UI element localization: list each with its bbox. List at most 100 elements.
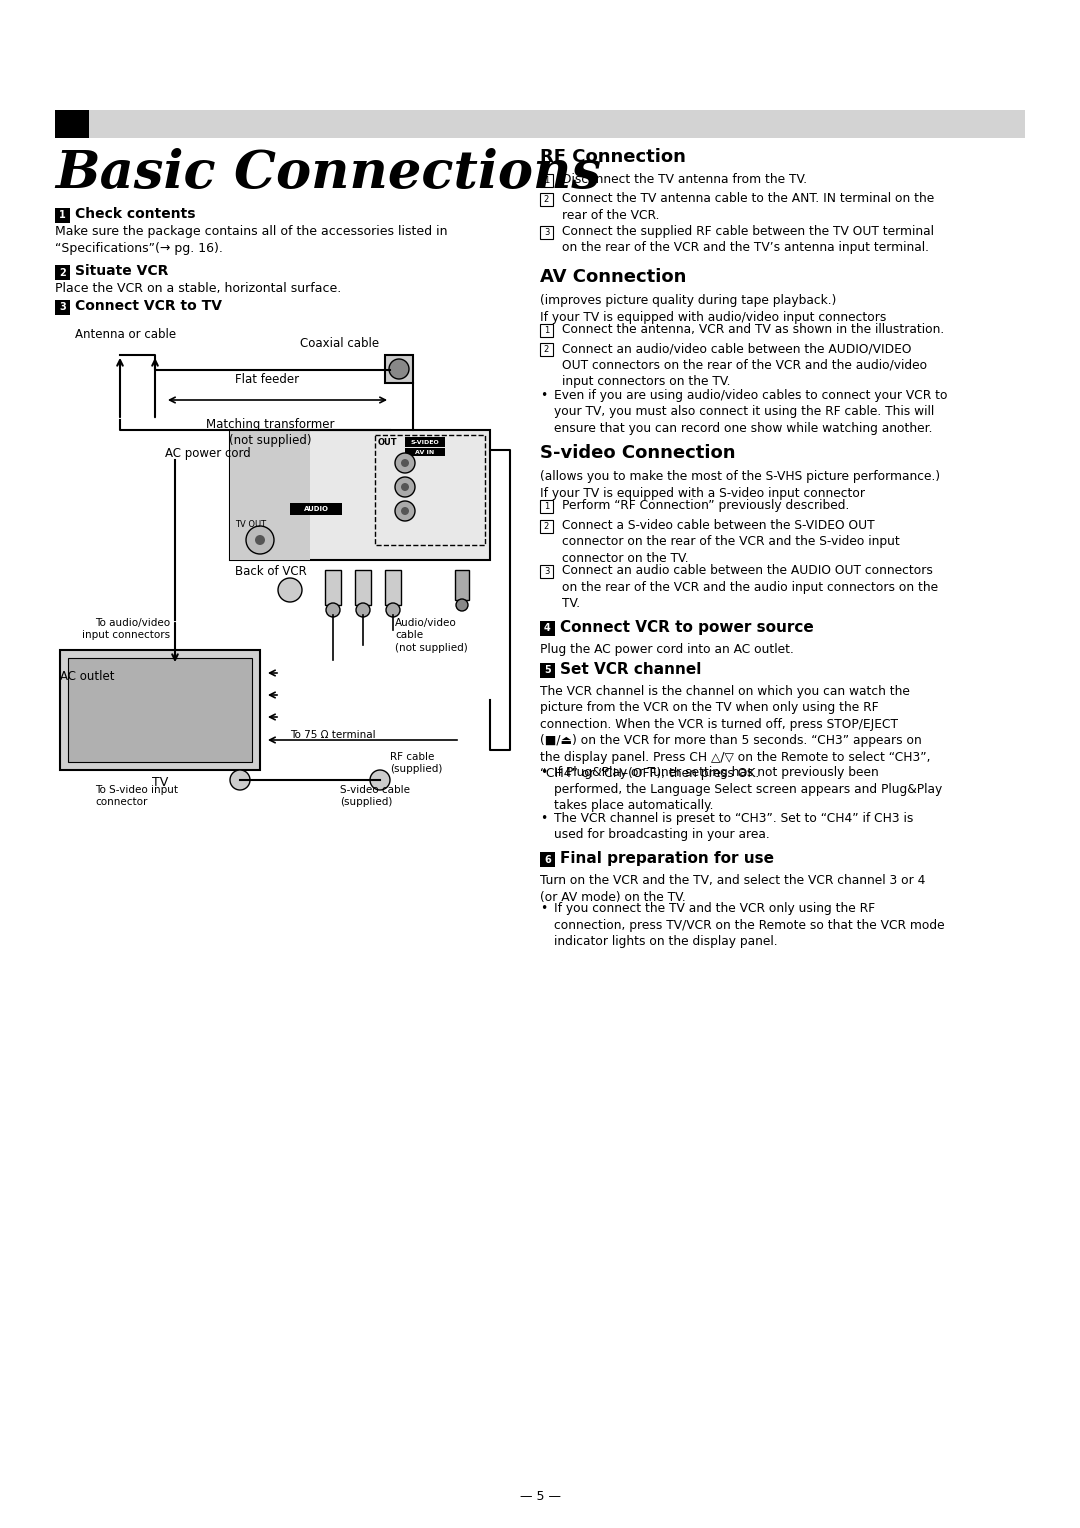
- Text: Back of VCR: Back of VCR: [235, 565, 307, 578]
- Text: AV IN: AV IN: [416, 449, 434, 454]
- Text: The VCR channel is the channel on which you can watch the
picture from the VCR o: The VCR channel is the channel on which …: [540, 685, 931, 781]
- Text: Even if you are using audio/video cables to connect your VCR to
your TV, you mus: Even if you are using audio/video cables…: [554, 388, 947, 435]
- Text: Connect the TV antenna cable to the ANT. IN terminal on the
rear of the VCR.: Connect the TV antenna cable to the ANT.…: [562, 193, 934, 222]
- Text: •: •: [540, 766, 548, 779]
- Bar: [540, 500, 553, 513]
- Text: 4: 4: [544, 623, 551, 633]
- Text: Connect the antenna, VCR and TV as shown in the illustration.: Connect the antenna, VCR and TV as shown…: [562, 322, 944, 336]
- Bar: [60, 649, 260, 770]
- Circle shape: [395, 501, 415, 521]
- Text: S-VIDEO: S-VIDEO: [410, 440, 440, 445]
- Text: (improves picture quality during tape playback.)
If your TV is equipped with aud: (improves picture quality during tape pl…: [540, 293, 887, 324]
- Text: Connect an audio/video cable between the AUDIO/VIDEO
OUT connectors on the rear : Connect an audio/video cable between the…: [562, 342, 927, 388]
- Text: Antenna or cable: Antenna or cable: [75, 329, 176, 341]
- Circle shape: [401, 458, 409, 468]
- Circle shape: [456, 599, 468, 611]
- Circle shape: [326, 604, 340, 617]
- Bar: [540, 565, 553, 578]
- Text: 2: 2: [544, 196, 549, 205]
- Text: RF Connection: RF Connection: [540, 148, 686, 167]
- Circle shape: [389, 359, 409, 379]
- Text: Perform “RF Connection” previously described.: Perform “RF Connection” previously descr…: [562, 500, 849, 512]
- Bar: [540, 663, 555, 678]
- Bar: [384, 354, 413, 384]
- Text: 2: 2: [544, 521, 549, 530]
- Text: •: •: [540, 811, 548, 825]
- Text: TV OUT: TV OUT: [235, 520, 266, 529]
- Bar: [325, 570, 341, 605]
- Bar: [540, 226, 553, 238]
- Bar: [291, 503, 342, 515]
- Bar: [230, 429, 490, 559]
- Text: If Plug&Play or Tuner setting has not previously been
performed, the Language Se: If Plug&Play or Tuner setting has not pr…: [554, 766, 942, 811]
- Circle shape: [246, 526, 274, 555]
- Text: AC outlet: AC outlet: [60, 669, 114, 683]
- Text: 1: 1: [59, 211, 66, 220]
- Text: AV Connection: AV Connection: [540, 267, 687, 286]
- Text: 3: 3: [544, 567, 550, 576]
- Bar: [540, 344, 553, 356]
- Text: To audio/video
input connectors: To audio/video input connectors: [82, 617, 170, 640]
- Circle shape: [278, 578, 302, 602]
- Text: AUDIO: AUDIO: [303, 506, 328, 512]
- Bar: [540, 853, 555, 866]
- Text: 2: 2: [544, 345, 549, 354]
- Text: Connect an audio cable between the AUDIO OUT connectors
on the rear of the VCR a: Connect an audio cable between the AUDIO…: [562, 564, 939, 610]
- Text: Plug the AC power cord into an AC outlet.: Plug the AC power cord into an AC outlet…: [540, 643, 794, 656]
- Text: AC power cord: AC power cord: [165, 448, 251, 460]
- Text: S-video cable
(supplied): S-video cable (supplied): [340, 785, 410, 807]
- Bar: [68, 659, 252, 762]
- Text: (allows you to make the most of the S-VHS picture performance.)
If your TV is eq: (allows you to make the most of the S-VH…: [540, 471, 940, 500]
- Bar: [55, 299, 70, 315]
- Text: OUT: OUT: [378, 439, 397, 448]
- Text: Connect VCR to power source: Connect VCR to power source: [561, 620, 813, 634]
- Circle shape: [356, 604, 370, 617]
- Text: Disconnect the TV antenna from the TV.: Disconnect the TV antenna from the TV.: [562, 173, 807, 186]
- Circle shape: [395, 477, 415, 497]
- Text: TV: TV: [152, 776, 168, 788]
- Bar: [375, 435, 485, 545]
- Bar: [384, 570, 401, 605]
- Text: Place the VCR on a stable, horizontal surface.: Place the VCR on a stable, horizontal su…: [55, 283, 341, 295]
- Bar: [540, 174, 553, 186]
- Text: To 75 Ω terminal: To 75 Ω terminal: [291, 730, 376, 740]
- Text: Final preparation for use: Final preparation for use: [561, 851, 774, 866]
- Text: Set VCR channel: Set VCR channel: [561, 662, 701, 677]
- Text: RF cable
(supplied): RF cable (supplied): [390, 752, 443, 775]
- Circle shape: [255, 535, 265, 545]
- Circle shape: [370, 770, 390, 790]
- Text: 1: 1: [544, 325, 549, 335]
- Text: •: •: [540, 903, 548, 915]
- Text: Connect VCR to TV: Connect VCR to TV: [75, 299, 222, 313]
- Text: 1: 1: [544, 176, 549, 185]
- Bar: [540, 193, 553, 206]
- Text: Turn on the VCR and the TV, and select the VCR channel 3 or 4
(or AV mode) on th: Turn on the VCR and the TV, and select t…: [540, 874, 926, 903]
- Bar: [405, 437, 445, 448]
- Text: Flat feeder: Flat feeder: [235, 373, 299, 387]
- Bar: [55, 208, 70, 223]
- Bar: [55, 110, 1025, 138]
- Bar: [540, 520, 553, 533]
- Text: •: •: [540, 388, 548, 402]
- Text: Basic Connections: Basic Connections: [55, 148, 602, 199]
- Circle shape: [395, 452, 415, 474]
- Bar: [405, 448, 445, 455]
- Text: 5: 5: [544, 665, 551, 675]
- Text: Audio/video
cable
(not supplied): Audio/video cable (not supplied): [395, 617, 468, 652]
- Polygon shape: [230, 429, 310, 559]
- Bar: [540, 324, 553, 338]
- Text: Connect the supplied RF cable between the TV OUT terminal
on the rear of the VCR: Connect the supplied RF cable between th…: [562, 225, 934, 254]
- Text: 3: 3: [544, 228, 550, 237]
- Text: Check contents: Check contents: [75, 206, 195, 222]
- Bar: [55, 110, 89, 138]
- Text: S-video Connection: S-video Connection: [540, 445, 735, 463]
- Text: If you connect the TV and the VCR only using the RF
connection, press TV/VCR on : If you connect the TV and the VCR only u…: [554, 903, 945, 949]
- Text: — 5 —: — 5 —: [519, 1490, 561, 1504]
- Text: The VCR channel is preset to “CH3”. Set to “CH4” if CH3 is
used for broadcasting: The VCR channel is preset to “CH3”. Set …: [554, 811, 914, 840]
- Text: Matching transformer
(not supplied): Matching transformer (not supplied): [206, 419, 334, 448]
- Bar: [455, 570, 469, 601]
- Circle shape: [401, 507, 409, 515]
- Bar: [55, 264, 70, 280]
- Text: 1: 1: [544, 503, 549, 512]
- Bar: [540, 620, 555, 636]
